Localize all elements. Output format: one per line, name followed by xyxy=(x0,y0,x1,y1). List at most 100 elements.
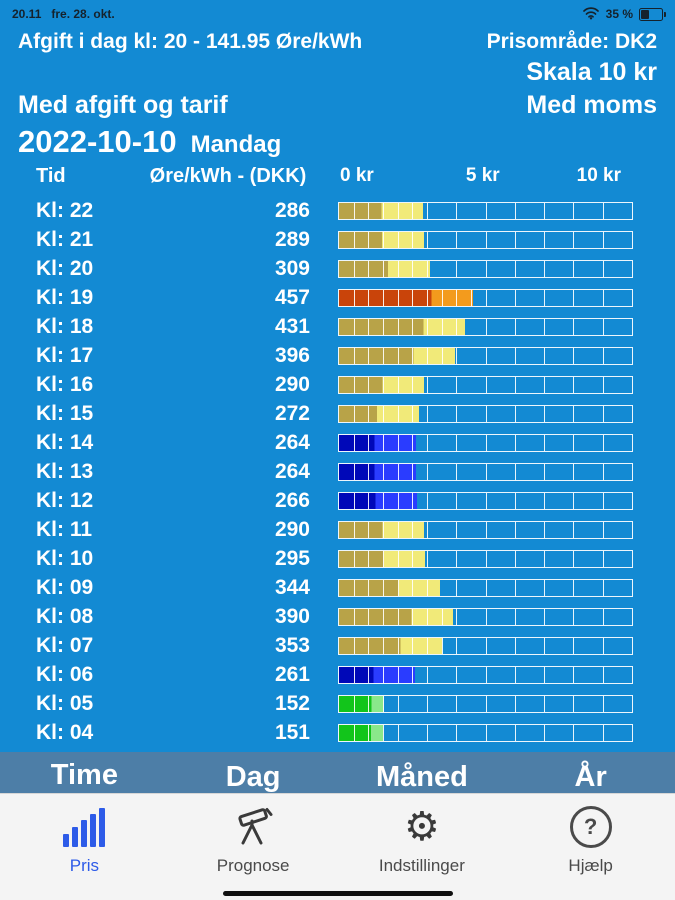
tab-dag[interactable]: Dag xyxy=(225,761,281,793)
bar-tick xyxy=(397,260,399,277)
bar-tick xyxy=(456,550,458,567)
bar-tick xyxy=(544,289,546,306)
bar-tick xyxy=(602,666,604,683)
price-value: 431 xyxy=(274,314,310,338)
bar-tick xyxy=(397,666,399,683)
bar-fill xyxy=(339,724,384,741)
bar-tick xyxy=(426,376,428,393)
bar-fill-tick xyxy=(382,260,384,277)
bar-fill xyxy=(339,695,384,712)
price-row: Kl: 16 290 xyxy=(0,370,675,399)
bar-fill-tick xyxy=(353,637,355,654)
bar-tick xyxy=(573,347,575,364)
bar-tick xyxy=(544,376,546,393)
nav-label-pris: Pris xyxy=(69,856,100,875)
bar-fill-tick xyxy=(412,289,414,306)
bar-tick xyxy=(368,202,370,219)
bar-fill xyxy=(339,666,416,683)
date-label: 2022-10-10 xyxy=(18,124,177,159)
bar-tick xyxy=(514,318,516,335)
hour-label: Kl: 20 xyxy=(36,256,94,280)
price-bar xyxy=(338,288,633,307)
bar-tick xyxy=(456,231,458,248)
bar-fill-tick xyxy=(382,405,384,422)
bar-tick xyxy=(573,492,575,509)
tab-maaned[interactable]: Måned xyxy=(375,761,468,793)
bar-fill-tick xyxy=(441,637,443,654)
price-row: Kl: 13 264 xyxy=(0,457,675,486)
bar-tick xyxy=(514,260,516,277)
bar-fill-tick xyxy=(353,347,355,364)
nav-item-indstillinger[interactable]: ⚙ Indstillinger xyxy=(338,794,507,900)
bar-fill-tick xyxy=(382,637,384,654)
bar-tick xyxy=(573,289,575,306)
bar-tick xyxy=(485,405,487,422)
nav-item-hjaelp[interactable]: ? Hjælp xyxy=(506,794,675,900)
price-bar xyxy=(338,201,633,220)
bar-tick xyxy=(573,463,575,480)
bar-chart-icon xyxy=(63,804,106,850)
bar-tick xyxy=(368,666,370,683)
date-heading: 2022-10-10 Mandag xyxy=(0,120,675,162)
price-bar xyxy=(338,636,633,655)
bar-tick xyxy=(544,231,546,248)
bar-tick xyxy=(602,550,604,567)
bar-tick xyxy=(544,666,546,683)
bar-tick xyxy=(573,521,575,538)
scale-label: Skala 10 kr xyxy=(526,58,657,86)
bar-tick xyxy=(397,608,399,625)
bar-tick xyxy=(426,202,428,219)
bar-tick xyxy=(426,260,428,277)
bar-tick xyxy=(426,637,428,654)
bar-tick xyxy=(426,608,428,625)
price-value: 264 xyxy=(274,430,310,454)
bar-tick xyxy=(456,405,458,422)
bar-tick xyxy=(602,463,604,480)
nav-item-prognose[interactable]: Prognose xyxy=(169,794,338,900)
tab-aar[interactable]: År xyxy=(574,761,607,793)
price-row: Kl: 15 272 xyxy=(0,399,675,428)
bar-fill-tick xyxy=(441,608,443,625)
bar-tick xyxy=(485,550,487,567)
bar-tick xyxy=(426,579,428,596)
price-bar xyxy=(338,462,633,481)
bar-tick xyxy=(602,637,604,654)
price-bar xyxy=(338,375,633,394)
bar-tick xyxy=(602,376,604,393)
tax-mode-label: Med afgift og tarif xyxy=(18,91,228,119)
home-indicator[interactable] xyxy=(222,891,453,896)
bar-tick xyxy=(368,434,370,451)
bar-fill-tick xyxy=(412,260,414,277)
bar-tick xyxy=(426,405,428,422)
bar-fill-tick xyxy=(382,550,384,567)
nav-item-pris[interactable]: Pris xyxy=(0,794,169,900)
bar-tick xyxy=(485,463,487,480)
bar-tick xyxy=(456,637,458,654)
price-bar xyxy=(338,404,633,423)
bar-tick xyxy=(368,579,370,596)
bar-tick xyxy=(397,724,399,741)
hour-label: Kl: 10 xyxy=(36,546,94,570)
bar-tick xyxy=(514,724,516,741)
status-time: 20.11 xyxy=(12,7,42,21)
bar-tick xyxy=(368,231,370,248)
bar-tick xyxy=(368,463,370,480)
price-table-body: Kl: 22 286 Kl: 21 289 Kl: 20 309 Kl: 19 457 Kl: … xyxy=(0,196,675,747)
bar-tick xyxy=(485,318,487,335)
hour-label: Kl: 15 xyxy=(36,401,94,425)
hour-label: Kl: 14 xyxy=(36,430,94,454)
price-bar xyxy=(338,317,633,336)
bar-tick xyxy=(456,695,458,712)
bar-tick xyxy=(485,695,487,712)
hour-label: Kl: 04 xyxy=(36,720,94,744)
bar-fill-tick xyxy=(470,289,472,306)
bar-tick xyxy=(485,579,487,596)
bar-fill-tick xyxy=(353,376,355,393)
bar-fill-tick xyxy=(353,463,355,480)
bar-tick xyxy=(573,231,575,248)
bar-fill-tick xyxy=(382,579,384,596)
bar-fill xyxy=(339,376,424,393)
bar-fill-tick xyxy=(412,550,414,567)
bar-tick xyxy=(514,550,516,567)
bar-fill xyxy=(339,521,424,538)
